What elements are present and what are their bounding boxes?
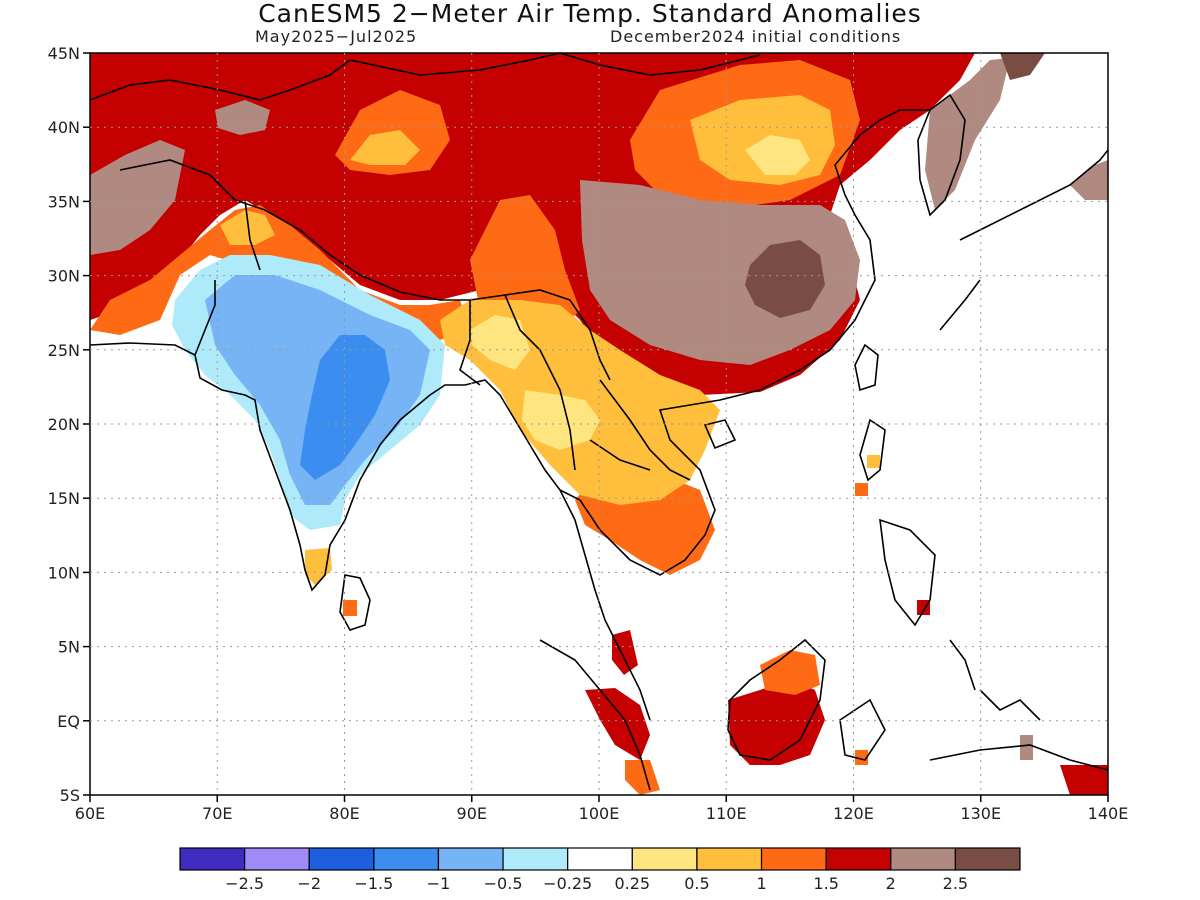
colorbar-swatch — [631, 847, 698, 871]
anomaly-2-5-region — [215, 100, 270, 135]
lat-tick-label: 45N — [48, 44, 80, 63]
anomaly-1-5-region — [760, 650, 820, 695]
anomaly-1-region — [867, 455, 880, 468]
colorbar-swatch — [954, 847, 1021, 871]
colorbar-swatch — [567, 847, 633, 871]
anomaly-0-5-region — [470, 315, 530, 370]
lat-tick-label: EQ — [57, 712, 80, 731]
colorbar-label: −2.5 — [225, 874, 264, 893]
colorbar-label: −1 — [427, 874, 451, 893]
colorbar-label: 2 — [886, 874, 896, 893]
lon-tick-label: 80E — [329, 804, 359, 823]
colorbar-label: −0.25 — [543, 874, 592, 893]
anomaly-2-5-region — [90, 140, 185, 255]
latitude-axis: 45N 40N 35N 30N 25N 20N 15N 10N 5N EQ 5S — [48, 44, 90, 805]
anomaly-1-5-region — [855, 750, 868, 765]
colorbar-swatch — [179, 847, 246, 871]
anomaly-2-5-region — [925, 58, 1010, 210]
anomaly-0-5-region — [745, 135, 810, 175]
colorbar-swatch — [696, 847, 763, 871]
lat-tick-label: 10N — [48, 563, 80, 582]
lon-tick-label: 140E — [1088, 804, 1129, 823]
lon-tick-label: 120E — [833, 804, 874, 823]
colorbar-swatch — [244, 847, 310, 871]
lat-tick-label: 5N — [58, 638, 80, 657]
gridlines — [90, 53, 1108, 795]
colorbar-swatch — [890, 847, 956, 871]
colorbar-label: −0.5 — [484, 874, 523, 893]
initial-conditions: December2024 initial conditions — [610, 27, 902, 46]
coastlines — [90, 53, 1108, 791]
anomaly-neg-1-region — [300, 335, 390, 480]
anomaly-0-5-region — [522, 390, 600, 450]
colorbar-label: 2.5 — [943, 874, 968, 893]
anomaly-2-region — [728, 680, 825, 765]
lon-tick-label: 60E — [75, 804, 105, 823]
anomaly-field — [90, 53, 1108, 795]
lat-tick-label: 30N — [48, 267, 80, 286]
anomaly-2-region — [1060, 765, 1108, 795]
colorbar-label: 1.5 — [813, 874, 838, 893]
anomaly-2-region — [917, 600, 930, 615]
colorbar-swatch — [502, 847, 569, 871]
anomaly-3-region — [1000, 53, 1045, 80]
colorbar-label: 1 — [756, 874, 766, 893]
colorbar-swatch — [825, 847, 892, 871]
anomaly-1-5-region — [625, 760, 660, 795]
anomaly-2-region — [612, 630, 638, 675]
longitude-axis: 60E 70E 80E 90E 100E 110E 120E 130E 140E — [75, 795, 1129, 823]
anomaly-1-5-region — [855, 483, 868, 496]
colorbar-label: −1.5 — [354, 874, 393, 893]
colorbar-swatch — [373, 847, 440, 871]
colorbar-label: 0.5 — [684, 874, 709, 893]
lat-tick-label: 20N — [48, 415, 80, 434]
lat-tick-label: 15N — [48, 489, 80, 508]
lat-tick-label: 35N — [48, 192, 80, 211]
lat-tick-label: 25N — [48, 341, 80, 360]
anomaly-3-region — [745, 240, 825, 318]
colorbar-label: 0.25 — [614, 874, 650, 893]
lon-tick-label: 130E — [960, 804, 1001, 823]
colorbar: −2.5 −2 −1.5 −1 −0.5 −0.25 0.25 0.5 1 1.5 2 2.5 — [179, 847, 1021, 893]
lat-tick-label: 40N — [48, 118, 80, 137]
map-title: CanESM5 2−Meter Air Temp. Standard Anoma… — [258, 0, 922, 28]
forecast-period: May2025−Jul2025 — [255, 27, 418, 46]
anomaly-1-region — [220, 210, 275, 245]
colorbar-swatch — [308, 847, 375, 871]
lat-tick-label: 5S — [60, 786, 80, 805]
lon-tick-label: 70E — [202, 804, 232, 823]
lon-tick-label: 100E — [579, 804, 620, 823]
colorbar-swatch — [760, 847, 827, 871]
colorbar-label: −2 — [297, 874, 321, 893]
anomaly-2-5-region — [1020, 735, 1033, 760]
anomaly-2-5-region — [580, 180, 860, 365]
lon-tick-label: 90E — [457, 804, 487, 823]
anomaly-2-5-region — [1070, 160, 1108, 200]
lon-tick-label: 110E — [706, 804, 747, 823]
colorbar-swatch — [437, 847, 504, 871]
anomaly-1-5-region — [343, 600, 357, 616]
anomaly-1-region — [350, 130, 420, 165]
